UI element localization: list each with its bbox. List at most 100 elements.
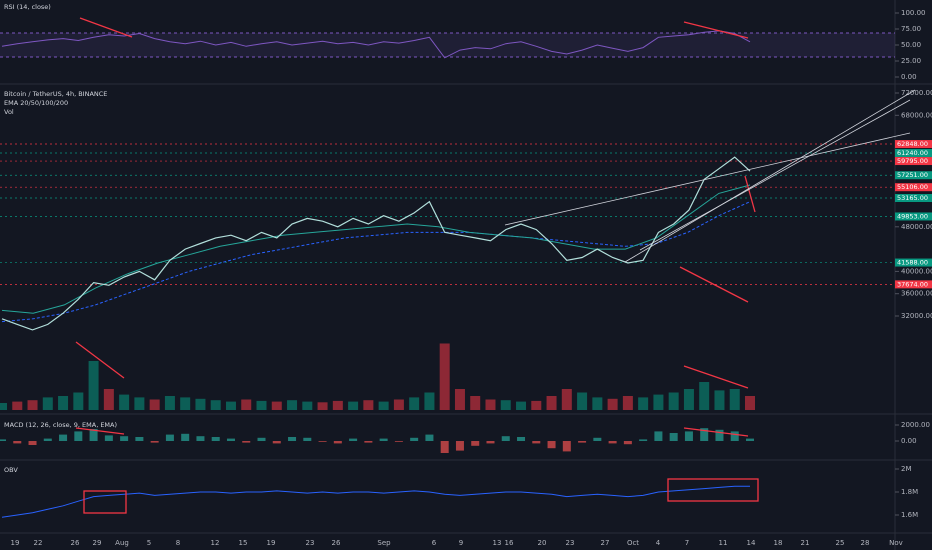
date-label: 8 bbox=[176, 539, 180, 547]
volume-bar bbox=[225, 401, 236, 410]
macd-tick-label: 2000.00 bbox=[901, 421, 930, 429]
price-tick-label: 32000.00 bbox=[901, 312, 932, 320]
macd-bar bbox=[562, 441, 571, 452]
volume-bar bbox=[271, 401, 282, 410]
macd-bar bbox=[639, 439, 648, 441]
date-label: 5 bbox=[147, 539, 151, 547]
volume-bar bbox=[683, 389, 694, 410]
date-label: Sep bbox=[377, 539, 391, 547]
price-tick-label: 48000.00 bbox=[901, 223, 932, 231]
price-tag bbox=[895, 194, 932, 203]
macd-bar bbox=[28, 441, 37, 445]
volume-bar bbox=[546, 396, 557, 410]
volume-bar bbox=[500, 400, 511, 410]
date-label: 19 bbox=[267, 539, 276, 547]
macd-bar bbox=[89, 429, 98, 441]
volume-bar bbox=[302, 401, 313, 410]
date-label: 23 bbox=[306, 539, 315, 547]
macd-bar bbox=[364, 441, 373, 443]
date-label: 26 bbox=[332, 539, 341, 547]
volume-bar bbox=[638, 397, 649, 410]
macd-bar bbox=[654, 431, 663, 441]
date-label: 11 bbox=[719, 539, 728, 547]
date-label: 25 bbox=[836, 539, 845, 547]
macd-bar bbox=[700, 428, 709, 441]
volume-bar bbox=[714, 390, 725, 410]
volume-bar bbox=[577, 392, 588, 410]
volume-bar bbox=[485, 399, 496, 410]
macd-bar bbox=[59, 434, 68, 441]
macd-bar bbox=[181, 433, 190, 441]
macd-bar bbox=[394, 441, 403, 442]
date-label: 18 bbox=[774, 539, 783, 547]
macd-bar bbox=[196, 436, 205, 441]
volume-bar bbox=[73, 392, 84, 410]
macd-bar bbox=[74, 431, 83, 441]
volume-bar bbox=[699, 382, 710, 410]
macd-bar bbox=[257, 437, 266, 441]
volume-bar bbox=[378, 401, 389, 410]
volume-bar bbox=[348, 401, 359, 410]
rsi-tick-label: 0.00 bbox=[901, 73, 917, 81]
rsi-band bbox=[0, 33, 895, 57]
macd-label: MACD (12, 26, close, 9, EMA, EMA) bbox=[4, 421, 117, 429]
macd-bar bbox=[120, 436, 129, 441]
volume-bar bbox=[27, 400, 38, 410]
price-tag bbox=[895, 183, 932, 192]
macd-bar bbox=[730, 431, 739, 441]
macd-bar bbox=[0, 439, 6, 441]
volume-bar bbox=[729, 389, 740, 410]
rsi-tick-label: 25.00 bbox=[901, 57, 921, 65]
macd-bar bbox=[593, 437, 602, 441]
volume-bar bbox=[12, 401, 23, 410]
macd-bar bbox=[684, 431, 693, 441]
volume-bar bbox=[134, 397, 145, 410]
macd-bar bbox=[242, 441, 251, 443]
volume-bar bbox=[561, 389, 572, 410]
volume-bar bbox=[393, 399, 404, 410]
price-tag-label: 57251.00 bbox=[897, 171, 928, 179]
volume-bar bbox=[287, 400, 298, 410]
symbol-label: Bitcoin / TetherUS, 4h, BINANCE bbox=[4, 90, 107, 98]
series-line bbox=[1, 485, 750, 518]
macd-bar bbox=[43, 438, 52, 441]
price-tag bbox=[895, 212, 932, 221]
date-label: 26 bbox=[71, 539, 80, 547]
price-tag-label: 55106.00 bbox=[897, 183, 928, 191]
price-tag bbox=[895, 171, 932, 180]
rsi-label: RSI (14, close) bbox=[4, 3, 51, 11]
volume-bar bbox=[363, 400, 374, 410]
price-tag-label: 41588.00 bbox=[897, 259, 928, 267]
volume-bar bbox=[516, 401, 527, 410]
macd-bar bbox=[349, 438, 358, 441]
date-label: 12 bbox=[211, 539, 220, 547]
volume-bar bbox=[58, 396, 69, 410]
volume-bar bbox=[470, 396, 481, 410]
macd-bar bbox=[303, 437, 312, 441]
volume-bar bbox=[195, 398, 206, 410]
volume-bar bbox=[622, 396, 633, 410]
rsi-tick-label: 75.00 bbox=[901, 25, 921, 33]
volume-bar bbox=[745, 396, 755, 410]
price-tag-label: 53165.00 bbox=[897, 194, 928, 202]
volume-bar bbox=[103, 389, 114, 410]
macd-bar bbox=[288, 437, 297, 441]
series-line bbox=[1, 184, 751, 314]
volume-bar bbox=[607, 398, 618, 410]
ema-label: EMA 20/50/100/200 bbox=[4, 99, 68, 107]
series-line bbox=[1, 201, 751, 323]
macd-bar bbox=[135, 437, 144, 441]
volume-bar bbox=[164, 396, 175, 410]
macd-bar bbox=[486, 441, 495, 444]
macd-bar bbox=[715, 429, 724, 441]
macd-bar bbox=[410, 437, 419, 441]
volume-bar bbox=[592, 397, 603, 410]
price-tag bbox=[895, 258, 932, 267]
price-tick-label: 72000.00 bbox=[901, 89, 932, 97]
price-tag-label: 49853.00 bbox=[897, 212, 928, 220]
volume-bar bbox=[439, 343, 450, 410]
volume-bar bbox=[241, 399, 252, 410]
rsi-tick-label: 100.00 bbox=[901, 9, 926, 17]
